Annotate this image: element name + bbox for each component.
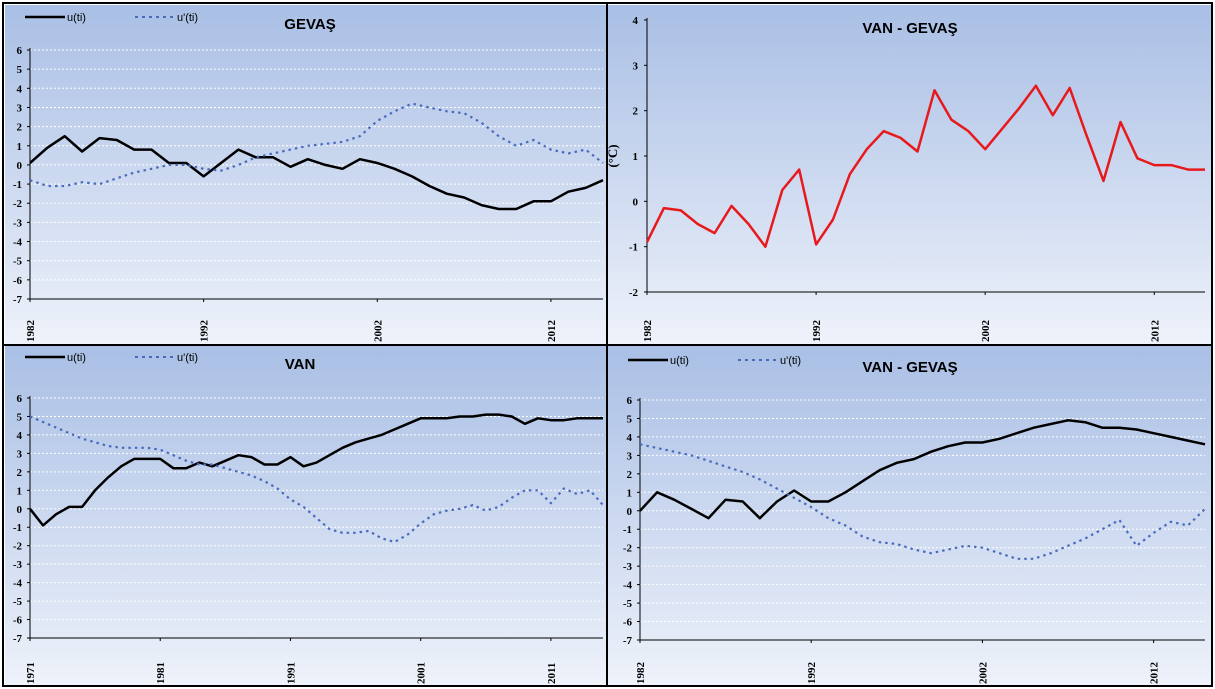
series-line — [29, 413, 603, 527]
x-tick-label: 2002 — [980, 320, 992, 343]
y-tick-label: 3 — [17, 102, 23, 114]
x-tick-label: 1991 — [285, 662, 297, 684]
x-tick-label: 1971 — [25, 662, 37, 684]
y-tick-label: 1 — [633, 151, 639, 163]
y-tick-label: 1 — [627, 487, 633, 499]
x-tick-label: 1992 — [811, 320, 823, 343]
y-tick-label: -2 — [629, 287, 639, 299]
y-tick-label: 0 — [17, 160, 23, 172]
legend-label: u(ti) — [670, 355, 689, 367]
y-tick-label: -4 — [13, 578, 23, 590]
y-tick-label: -7 — [13, 294, 23, 306]
y-tick-label: 2 — [17, 122, 23, 134]
y-tick-label: -6 — [623, 617, 633, 629]
y-tick-label: -2 — [13, 541, 23, 553]
x-tick-label: 2001 — [416, 662, 428, 684]
series-line — [29, 134, 604, 211]
y-tick-label: 6 — [627, 395, 633, 407]
y-tick-label: -7 — [623, 635, 633, 647]
x-tick-label: 2012 — [1149, 662, 1161, 685]
y-tick-label: -4 — [623, 580, 633, 592]
y-tick-label: -6 — [13, 275, 23, 287]
chart-title: VAN — [285, 356, 316, 373]
y-tick-label: -2 — [623, 543, 633, 555]
series-line — [639, 419, 1206, 520]
y-tick-label: 5 — [17, 64, 23, 76]
y-tick-label: 3 — [17, 448, 23, 460]
y-tick-label: -1 — [13, 522, 22, 534]
y-tick-label: 6 — [17, 393, 23, 405]
chart-panel-1: 6 5 4 3 2 1 0 -1 -2 -3 -4 -5 -6 -7 1982 1992 2002 2012 GEV… — [5, 5, 606, 344]
x-tick-label: 1992 — [806, 662, 818, 685]
y-tick-label: -6 — [13, 615, 23, 627]
legend-label: u(ti) — [67, 12, 86, 24]
y-axis-label: (°C) — [605, 144, 620, 167]
y-tick-label: 2 — [627, 469, 633, 481]
series-line — [29, 415, 604, 544]
y-tick-label: 5 — [627, 413, 633, 425]
y-tick-label: -1 — [623, 524, 632, 536]
chart-panel-2: 4 3 2 1 0 -1 -2 1982 1992 2002 2012 VAN - GEVAŞ (°C) — [605, 5, 1211, 344]
y-tick-label: 2 — [633, 106, 639, 118]
y-tick-label: 4 — [627, 432, 633, 444]
y-tick-label: 0 — [633, 196, 639, 208]
panel-background — [5, 5, 606, 344]
legend-label: u(ti) — [67, 352, 86, 364]
y-tick-label: -2 — [13, 198, 23, 210]
x-tick-label: 1982 — [642, 320, 654, 343]
x-tick-label: 1982 — [25, 320, 37, 343]
y-tick-label: -3 — [13, 559, 23, 571]
chart-title: GEVAŞ — [284, 16, 335, 33]
x-tick-label: 1982 — [635, 662, 647, 685]
y-tick-label: -5 — [13, 596, 23, 608]
x-tick-label: 2012 — [1149, 320, 1161, 343]
y-tick-label: -7 — [13, 633, 23, 645]
chart-title: VAN - GEVAŞ — [862, 359, 957, 376]
y-tick-label: -3 — [13, 217, 23, 229]
y-tick-label: 6 — [17, 45, 23, 57]
x-tick-label: 2002 — [372, 320, 384, 343]
y-tick-label: 4 — [17, 83, 23, 95]
x-tick-label: 1992 — [199, 320, 211, 343]
y-tick-label: -5 — [623, 598, 633, 610]
y-tick-label: -1 — [629, 242, 638, 254]
x-tick-label: 2002 — [977, 662, 989, 685]
y-tick-label: 0 — [627, 506, 633, 518]
y-tick-label: 4 — [633, 15, 639, 27]
x-tick-label: 2012 — [546, 320, 558, 343]
y-tick-label: 2 — [17, 467, 23, 479]
series-line — [29, 102, 604, 188]
y-tick-label: 0 — [17, 504, 23, 516]
panel-background — [608, 5, 1211, 344]
chart-panel-3: 6 5 4 3 2 1 0 -1 -2 -3 -4 -5 -6 -7 1971 1981 1991 2001 201… — [5, 346, 606, 685]
x-tick-label: 2011 — [546, 663, 558, 684]
y-tick-label: -1 — [13, 179, 22, 191]
y-tick-label: -5 — [13, 256, 23, 268]
legend-label: u'(ti) — [177, 352, 198, 364]
y-tick-label: 3 — [633, 60, 639, 72]
y-tick-label: 4 — [17, 430, 23, 442]
legend-label: u'(ti) — [177, 12, 198, 24]
y-tick-label: 1 — [17, 141, 23, 153]
panel-background — [5, 346, 606, 685]
y-tick-label: -4 — [13, 237, 23, 249]
chart-panel-4: 6 5 4 3 2 1 0 -1 -2 -3 -4 -5 -6 -7 1982 1992 2002 2012 VAN… — [608, 346, 1211, 685]
y-tick-label: 3 — [627, 450, 633, 462]
x-tick-label: 1981 — [155, 662, 167, 684]
legend-label: u'(ti) — [780, 355, 801, 367]
y-tick-label: 1 — [17, 485, 23, 497]
chart-title: VAN - GEVAŞ — [862, 20, 957, 37]
y-tick-label: -3 — [623, 561, 633, 573]
panel-background — [608, 346, 1211, 685]
series-line — [645, 84, 1205, 248]
series-line — [639, 443, 1206, 560]
y-tick-label: 5 — [17, 411, 23, 423]
